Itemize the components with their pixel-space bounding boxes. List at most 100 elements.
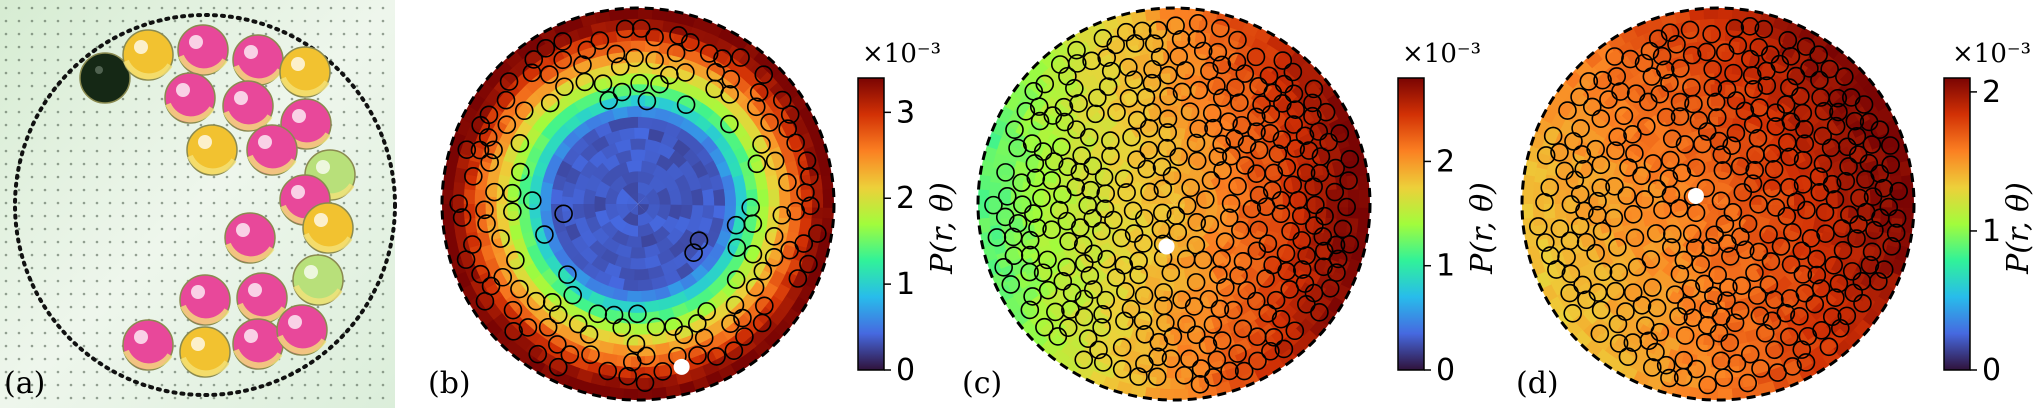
grain-marker	[1863, 187, 1883, 206]
grain-marker	[1049, 200, 1069, 220]
grain-marker	[1310, 163, 1330, 183]
grain-marker	[1008, 138, 1027, 158]
grain-marker	[1193, 41, 1213, 61]
grain-marker	[1697, 42, 1716, 62]
grain-marker	[1199, 289, 1219, 309]
grain-marker	[1746, 145, 1765, 164]
grain-marker	[1740, 344, 1760, 364]
grain-marker	[1035, 74, 1055, 94]
grain-marker	[1540, 178, 1560, 197]
grain-marker	[1669, 307, 1688, 326]
grain-marker	[463, 235, 482, 254]
grain-marker	[1304, 79, 1324, 99]
grain-marker	[1609, 334, 1629, 353]
grain-marker	[1842, 262, 1862, 281]
grain-marker	[1697, 122, 1717, 141]
grain-marker	[1671, 59, 1690, 78]
grain-marker	[1814, 102, 1834, 121]
grain-marker	[994, 257, 1013, 277]
grain-marker	[485, 182, 504, 202]
grain-marker	[1852, 271, 1872, 291]
grain-marker	[721, 69, 741, 89]
grain-marker	[1074, 289, 1094, 309]
grain-marker	[1228, 176, 1247, 196]
grain-marker	[666, 43, 686, 63]
grain-marker	[510, 279, 529, 299]
grain-marker	[1880, 136, 1900, 155]
grain-marker	[1653, 200, 1672, 220]
grain-marker	[1660, 23, 1680, 43]
grain-marker	[1208, 147, 1228, 167]
grain-marker	[1012, 173, 1031, 193]
grain-marker	[1643, 154, 1663, 173]
grain-marker	[689, 231, 709, 250]
grain-marker	[622, 352, 642, 372]
grain-marker	[1745, 160, 1764, 180]
colorbar-tick-label: 2	[1436, 144, 1455, 179]
grain-marker	[524, 50, 544, 69]
grain-marker	[1212, 88, 1232, 108]
grain-marker	[726, 215, 746, 235]
grain-marker	[1038, 280, 1058, 300]
grain-marker	[1862, 135, 1882, 154]
grain-marker	[1656, 107, 1676, 127]
grain-marker	[1089, 340, 1108, 360]
grain-marker	[1104, 210, 1123, 230]
grain-marker	[1020, 245, 1040, 265]
grain-marker	[1882, 237, 1901, 256]
grain-marker	[746, 97, 766, 117]
grain-marker	[1781, 255, 1801, 274]
grain-marker	[1819, 337, 1839, 357]
probability-map-d	[1520, 6, 1916, 402]
grain-marker	[1097, 48, 1117, 67]
grain-marker	[1196, 190, 1215, 209]
grain-marker	[1112, 359, 1132, 379]
grain-marker	[646, 317, 666, 337]
grain-marker	[1614, 106, 1634, 126]
grain-marker	[1829, 102, 1848, 122]
grain-marker	[1541, 246, 1560, 265]
intruder-marker	[1158, 238, 1175, 255]
grain-marker	[1227, 52, 1247, 72]
grain-marker	[1850, 188, 1869, 208]
grain-marker	[1191, 359, 1211, 378]
grain-marker	[1306, 195, 1325, 215]
grain-marker	[1871, 208, 1890, 227]
grain-marker	[749, 83, 769, 102]
grain-marker	[1249, 140, 1269, 160]
grain-marker	[1281, 222, 1300, 241]
grain-marker	[573, 55, 592, 74]
grain-marker	[1228, 344, 1247, 363]
grain-marker	[538, 317, 558, 337]
grain-marker	[1528, 217, 1548, 236]
grain-marker	[765, 151, 785, 171]
grain-marker	[1215, 232, 1235, 251]
grain-marker	[1738, 373, 1758, 393]
grain-marker	[555, 77, 574, 97]
grain-marker	[1728, 36, 1748, 55]
grain-marker	[1003, 227, 1023, 247]
grain-marker	[1058, 157, 1077, 177]
grain-marker	[1303, 93, 1322, 113]
grain-marker	[1079, 128, 1099, 147]
grain-marker	[1219, 208, 1239, 228]
colorbar-tick-label: 0	[1436, 353, 1455, 388]
grain-marker	[1235, 156, 1255, 175]
grain-marker	[1067, 40, 1086, 60]
grain-marker	[1147, 367, 1167, 387]
grain-marker	[1754, 19, 1774, 39]
grain-marker	[1008, 214, 1028, 233]
grain-marker	[1072, 146, 1091, 165]
grain-marker	[1561, 195, 1581, 214]
grain-marker	[1303, 106, 1322, 126]
grain-marker	[1193, 250, 1213, 270]
grain-marker	[808, 224, 827, 243]
grain-marker	[1154, 283, 1173, 302]
grain-marker	[1648, 29, 1668, 49]
grain-marker	[1675, 135, 1695, 154]
grain-marker	[705, 79, 724, 99]
grain-marker	[536, 39, 556, 58]
grain-marker	[1829, 274, 1849, 293]
grain-marker	[1340, 234, 1360, 254]
grain-marker	[1274, 339, 1294, 359]
